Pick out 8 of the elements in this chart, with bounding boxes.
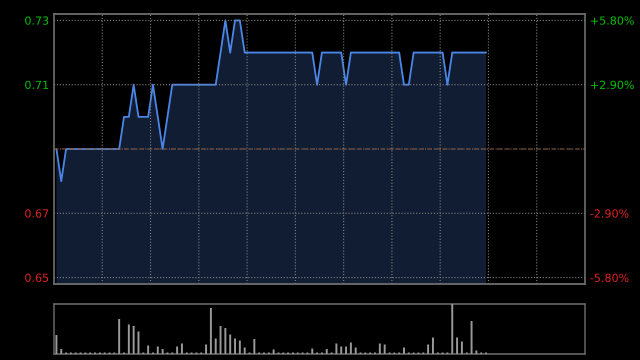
y-tick-label: 0.73: [25, 16, 48, 25]
y-tick-label: 0.71: [25, 80, 48, 90]
y2-tick-label: +2.90%: [591, 80, 634, 90]
y2-tick-label: -5.80%: [590, 274, 629, 282]
y2-tick-label: +5.80%: [591, 16, 634, 25]
y-tick-label: 0.67: [25, 209, 48, 218]
y2-tick-label: -2.90%: [590, 209, 629, 218]
y-tick-label: 0.65: [25, 274, 48, 282]
